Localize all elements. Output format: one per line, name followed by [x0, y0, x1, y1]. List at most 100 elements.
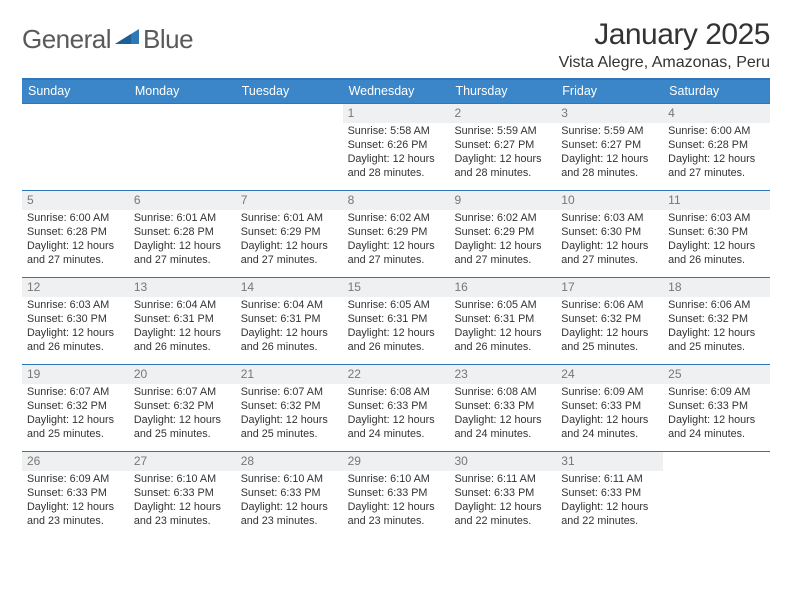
day-line: Sunset: 6:33 PM: [241, 487, 338, 501]
day-number: 2: [449, 104, 556, 123]
dow-cell: Friday: [556, 80, 663, 103]
day-number: 14: [236, 278, 343, 297]
day-line: Daylight: 12 hours and 27 minutes.: [241, 240, 338, 268]
week-row: 12Sunrise: 6:03 AMSunset: 6:30 PMDayligh…: [22, 277, 770, 364]
day-number: 28: [236, 452, 343, 471]
day-number: 29: [343, 452, 450, 471]
day-body: Sunrise: 6:05 AMSunset: 6:31 PMDaylight:…: [343, 297, 450, 358]
day-line: Sunrise: 6:08 AM: [454, 386, 551, 400]
day-cell: 8Sunrise: 6:02 AMSunset: 6:29 PMDaylight…: [343, 191, 450, 277]
day-line: Sunrise: 6:10 AM: [241, 473, 338, 487]
day-number: 18: [663, 278, 770, 297]
day-line: Sunrise: 6:00 AM: [668, 125, 765, 139]
day-body: Sunrise: 5:59 AMSunset: 6:27 PMDaylight:…: [556, 123, 663, 184]
day-line: Sunrise: 6:02 AM: [454, 212, 551, 226]
day-body: [236, 123, 343, 129]
day-number: 25: [663, 365, 770, 384]
day-cell: 1Sunrise: 5:58 AMSunset: 6:26 PMDaylight…: [343, 104, 450, 190]
day-cell: 29Sunrise: 6:10 AMSunset: 6:33 PMDayligh…: [343, 452, 450, 538]
day-line: Sunset: 6:33 PM: [348, 487, 445, 501]
day-line: Sunset: 6:28 PM: [668, 139, 765, 153]
day-line: Sunset: 6:33 PM: [348, 400, 445, 414]
day-line: Daylight: 12 hours and 26 minutes.: [454, 327, 551, 355]
day-body: Sunrise: 6:04 AMSunset: 6:31 PMDaylight:…: [129, 297, 236, 358]
day-body: Sunrise: 6:11 AMSunset: 6:33 PMDaylight:…: [556, 471, 663, 532]
day-line: Daylight: 12 hours and 26 minutes.: [668, 240, 765, 268]
day-cell: 18Sunrise: 6:06 AMSunset: 6:32 PMDayligh…: [663, 278, 770, 364]
day-line: Sunrise: 6:06 AM: [561, 299, 658, 313]
day-number: 22: [343, 365, 450, 384]
day-cell: 24Sunrise: 6:09 AMSunset: 6:33 PMDayligh…: [556, 365, 663, 451]
day-line: Daylight: 12 hours and 24 minutes.: [454, 414, 551, 442]
day-line: Sunset: 6:31 PM: [348, 313, 445, 327]
day-line: Sunrise: 6:10 AM: [348, 473, 445, 487]
dow-cell: Wednesday: [343, 80, 450, 103]
day-line: Sunset: 6:28 PM: [27, 226, 124, 240]
day-line: Sunset: 6:33 PM: [561, 400, 658, 414]
day-body: Sunrise: 6:08 AMSunset: 6:33 PMDaylight:…: [449, 384, 556, 445]
day-body: Sunrise: 6:03 AMSunset: 6:30 PMDaylight:…: [663, 210, 770, 271]
day-number: 27: [129, 452, 236, 471]
title-block: January 2025 Vista Alegre, Amazonas, Per…: [559, 18, 770, 72]
dow-cell: Monday: [129, 80, 236, 103]
day-line: Sunrise: 6:05 AM: [348, 299, 445, 313]
day-line: Sunset: 6:32 PM: [241, 400, 338, 414]
dow-cell: Thursday: [449, 80, 556, 103]
day-line: Sunset: 6:30 PM: [561, 226, 658, 240]
brand-word1: General: [22, 24, 111, 55]
day-line: Sunset: 6:33 PM: [454, 487, 551, 501]
day-line: Sunrise: 6:01 AM: [241, 212, 338, 226]
day-line: Daylight: 12 hours and 26 minutes.: [27, 327, 124, 355]
day-cell: 12Sunrise: 6:03 AMSunset: 6:30 PMDayligh…: [22, 278, 129, 364]
day-line: Daylight: 12 hours and 25 minutes.: [134, 414, 231, 442]
day-body: Sunrise: 6:03 AMSunset: 6:30 PMDaylight:…: [556, 210, 663, 271]
day-body: Sunrise: 6:03 AMSunset: 6:30 PMDaylight:…: [22, 297, 129, 358]
day-number: [129, 104, 236, 123]
day-line: Daylight: 12 hours and 26 minutes.: [241, 327, 338, 355]
day-line: Sunset: 6:33 PM: [561, 487, 658, 501]
day-body: Sunrise: 6:02 AMSunset: 6:29 PMDaylight:…: [343, 210, 450, 271]
day-number: 26: [22, 452, 129, 471]
day-number: 15: [343, 278, 450, 297]
day-cell: [236, 104, 343, 190]
day-line: Daylight: 12 hours and 28 minutes.: [348, 153, 445, 181]
day-line: Sunrise: 6:11 AM: [454, 473, 551, 487]
day-body: Sunrise: 6:01 AMSunset: 6:28 PMDaylight:…: [129, 210, 236, 271]
day-number: [22, 104, 129, 123]
day-number: 3: [556, 104, 663, 123]
day-body: Sunrise: 5:59 AMSunset: 6:27 PMDaylight:…: [449, 123, 556, 184]
day-line: Daylight: 12 hours and 27 minutes.: [134, 240, 231, 268]
day-line: Sunset: 6:32 PM: [668, 313, 765, 327]
day-line: Daylight: 12 hours and 24 minutes.: [668, 414, 765, 442]
day-line: Sunrise: 6:03 AM: [668, 212, 765, 226]
day-body: [129, 123, 236, 129]
day-body: Sunrise: 6:10 AMSunset: 6:33 PMDaylight:…: [129, 471, 236, 532]
week-row: 5Sunrise: 6:00 AMSunset: 6:28 PMDaylight…: [22, 190, 770, 277]
day-body: Sunrise: 6:02 AMSunset: 6:29 PMDaylight:…: [449, 210, 556, 271]
week-row: 26Sunrise: 6:09 AMSunset: 6:33 PMDayligh…: [22, 451, 770, 538]
day-line: Sunset: 6:31 PM: [241, 313, 338, 327]
day-line: Daylight: 12 hours and 27 minutes.: [454, 240, 551, 268]
day-line: Daylight: 12 hours and 22 minutes.: [561, 501, 658, 529]
day-body: Sunrise: 6:07 AMSunset: 6:32 PMDaylight:…: [129, 384, 236, 445]
day-line: Daylight: 12 hours and 25 minutes.: [27, 414, 124, 442]
day-body: [663, 471, 770, 477]
day-line: Sunrise: 6:04 AM: [134, 299, 231, 313]
day-line: Sunset: 6:32 PM: [561, 313, 658, 327]
day-line: Sunrise: 5:58 AM: [348, 125, 445, 139]
day-line: Daylight: 12 hours and 23 minutes.: [27, 501, 124, 529]
day-cell: [129, 104, 236, 190]
day-line: Daylight: 12 hours and 28 minutes.: [561, 153, 658, 181]
day-line: Daylight: 12 hours and 28 minutes.: [454, 153, 551, 181]
day-line: Sunrise: 6:00 AM: [27, 212, 124, 226]
day-cell: 9Sunrise: 6:02 AMSunset: 6:29 PMDaylight…: [449, 191, 556, 277]
day-line: Sunrise: 6:03 AM: [27, 299, 124, 313]
day-line: Sunrise: 6:09 AM: [27, 473, 124, 487]
day-line: Sunrise: 6:02 AM: [348, 212, 445, 226]
day-cell: 16Sunrise: 6:05 AMSunset: 6:31 PMDayligh…: [449, 278, 556, 364]
day-cell: 25Sunrise: 6:09 AMSunset: 6:33 PMDayligh…: [663, 365, 770, 451]
day-body: Sunrise: 6:08 AMSunset: 6:33 PMDaylight:…: [343, 384, 450, 445]
day-line: Daylight: 12 hours and 27 minutes.: [27, 240, 124, 268]
day-line: Daylight: 12 hours and 24 minutes.: [348, 414, 445, 442]
day-line: Sunrise: 6:07 AM: [27, 386, 124, 400]
